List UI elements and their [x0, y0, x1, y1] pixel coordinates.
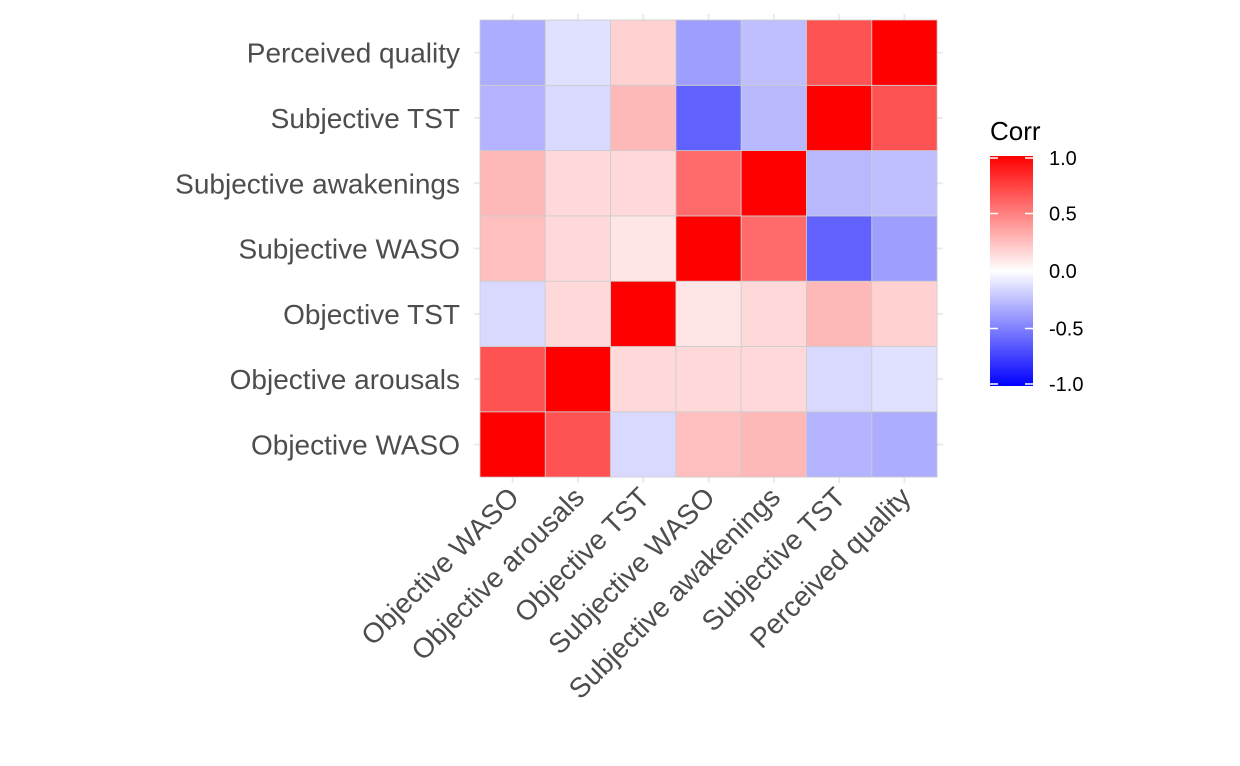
heatmap-cells	[479, 19, 938, 478]
y-tick-label: Perceived quality	[247, 38, 460, 69]
legend-tick-label: 0.0	[1049, 261, 1077, 283]
heatmap-cell	[806, 215, 873, 282]
heatmap-cell	[740, 346, 807, 413]
heatmap-cell	[871, 19, 938, 86]
legend-ticks: 1.0 0.5 0.0 -0.5 -1.0	[990, 148, 1083, 396]
heatmap-cell	[871, 150, 938, 217]
heatmap-cell	[740, 19, 807, 86]
heatmap-cell	[610, 346, 677, 413]
heatmap-cell	[675, 280, 742, 347]
heatmap-cell	[544, 346, 611, 413]
heatmap-cell	[610, 280, 677, 347]
heatmap-cell	[740, 150, 807, 217]
heatmap-cell	[675, 346, 742, 413]
heatmap-cell	[479, 19, 546, 86]
heatmap-cell	[610, 19, 677, 86]
heatmap-cell	[544, 215, 611, 282]
legend-tick-label: 0.5	[1049, 204, 1077, 226]
heatmap-cell	[544, 411, 611, 478]
heatmap-cell	[675, 411, 742, 478]
y-tick-label: Objective arousals	[230, 364, 460, 395]
y-axis-labels: Objective WASO Objective arousals Objectiv…	[175, 38, 460, 461]
legend-tick-label: -0.5	[1049, 319, 1083, 341]
heatmap-cell	[544, 19, 611, 86]
y-tick-label: Subjective awakenings	[175, 168, 460, 199]
heatmap-cell	[871, 346, 938, 413]
y-tick-label: Objective WASO	[251, 429, 460, 460]
y-tick-label: Subjective TST	[271, 103, 460, 134]
heatmap-cell	[806, 346, 873, 413]
y-tick-label: Objective TST	[283, 299, 460, 330]
legend-tick-label: 1.0	[1049, 148, 1077, 170]
heatmap-cell	[675, 150, 742, 217]
heatmap-cell	[871, 411, 938, 478]
heatmap-cell	[675, 215, 742, 282]
heatmap-cell	[806, 84, 873, 152]
legend-title: Corr	[990, 116, 1041, 146]
heatmap-cell	[871, 84, 938, 152]
heatmap-cell	[479, 346, 546, 413]
heatmap-cell	[610, 84, 677, 152]
heatmap-cell	[740, 411, 807, 478]
heatmap-cell	[675, 19, 742, 86]
heatmap-cell	[675, 84, 742, 152]
heatmap-cell	[740, 215, 807, 282]
y-tick-label: Subjective WASO	[239, 234, 460, 265]
heatmap-cell	[740, 84, 807, 152]
heatmap-cell	[544, 280, 611, 347]
heatmap-cell	[806, 150, 873, 217]
legend-tick-label: -1.0	[1049, 374, 1083, 396]
heatmap-cell	[610, 411, 677, 478]
heatmap-cell	[479, 215, 546, 282]
heatmap-cell	[479, 411, 546, 478]
heatmap-cell	[479, 150, 546, 217]
heatmap-cell	[544, 150, 611, 217]
heatmap-cell	[806, 411, 873, 478]
heatmap-cell	[479, 84, 546, 152]
heatmap-cell	[610, 150, 677, 217]
heatmap-cell	[871, 215, 938, 282]
heatmap-cell	[610, 215, 677, 282]
heatmap-cell	[871, 280, 938, 347]
heatmap-cell	[479, 280, 546, 347]
heatmap-cell	[544, 84, 611, 152]
heatmap-cell	[740, 280, 807, 347]
heatmap-cell	[806, 280, 873, 347]
legend: Corr 1.0 0.5 0.0 -0.5 -1.0	[990, 116, 1083, 396]
heatmap-cell	[806, 19, 873, 86]
